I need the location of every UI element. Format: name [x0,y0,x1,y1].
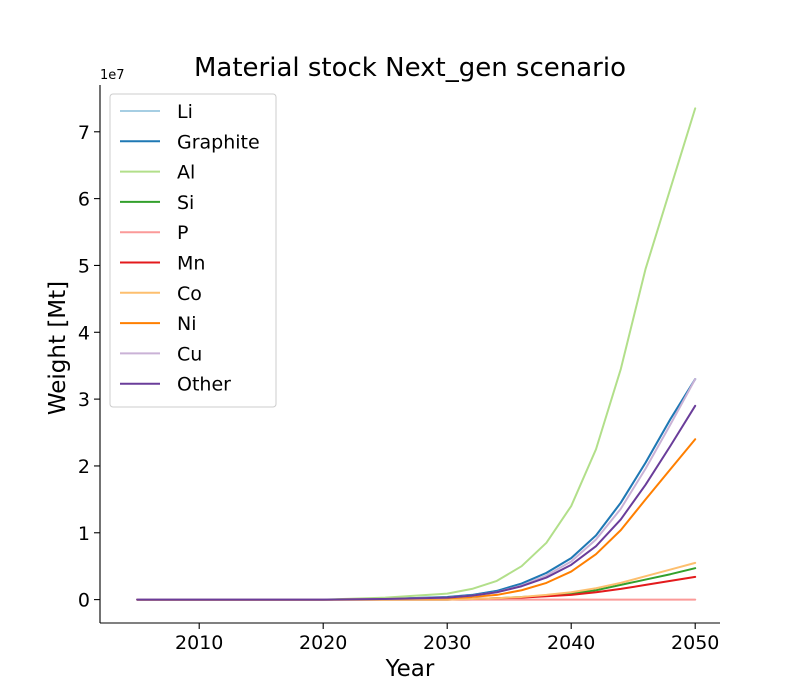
y-ticks: 0 1 2 3 4 5 6 7 [78,122,100,612]
legend-label-ni: Ni [177,313,197,335]
series-line-cu [136,378,697,601]
series-line-li [136,378,697,601]
x-tick-label-2010: 2010 [175,632,223,654]
x-ticks: 2010 2020 2030 2040 2050 [175,623,719,654]
y-tick-label-3: 3 [78,389,90,411]
legend: Li Graphite Al Si P Mn Co Ni Cu Other [109,93,277,408]
series-line-graphite [136,378,697,601]
legend-label-other: Other [177,374,231,396]
y-tick-label-4: 4 [78,322,90,344]
x-axis-label: Year [385,656,435,682]
y-tick-label-5: 5 [78,255,90,277]
legend-label-p: P [177,222,188,244]
legend-label-graphite: Graphite [177,131,260,153]
series-line-co [136,561,697,601]
y-tick-label-0: 0 [78,590,90,612]
x-tick-label-2050: 2050 [671,632,719,654]
series-line-other [136,404,697,601]
legend-label-si: Si [177,192,194,214]
y-tick-label-6: 6 [78,189,90,211]
legend-label-al: Al [177,162,195,184]
chart-title: Material stock Next_gen scenario [194,53,626,83]
y-tick-label-7: 7 [78,122,90,144]
legend-label-cu: Cu [177,343,202,365]
y-tick-label-2: 2 [78,456,90,478]
y-offset-label: 1e7 [100,68,125,83]
y-axis-label: Weight [Mt] [45,281,71,415]
legend-label-mn: Mn [177,253,205,275]
series-lines [136,107,697,601]
x-tick-label-2020: 2020 [299,632,347,654]
y-tick-label-1: 1 [78,523,90,545]
axes [99,85,720,624]
x-tick-label-2040: 2040 [547,632,595,654]
legend-label-co: Co [177,283,202,305]
legend-label-li: Li [177,101,193,123]
x-tick-label-2030: 2030 [423,632,471,654]
